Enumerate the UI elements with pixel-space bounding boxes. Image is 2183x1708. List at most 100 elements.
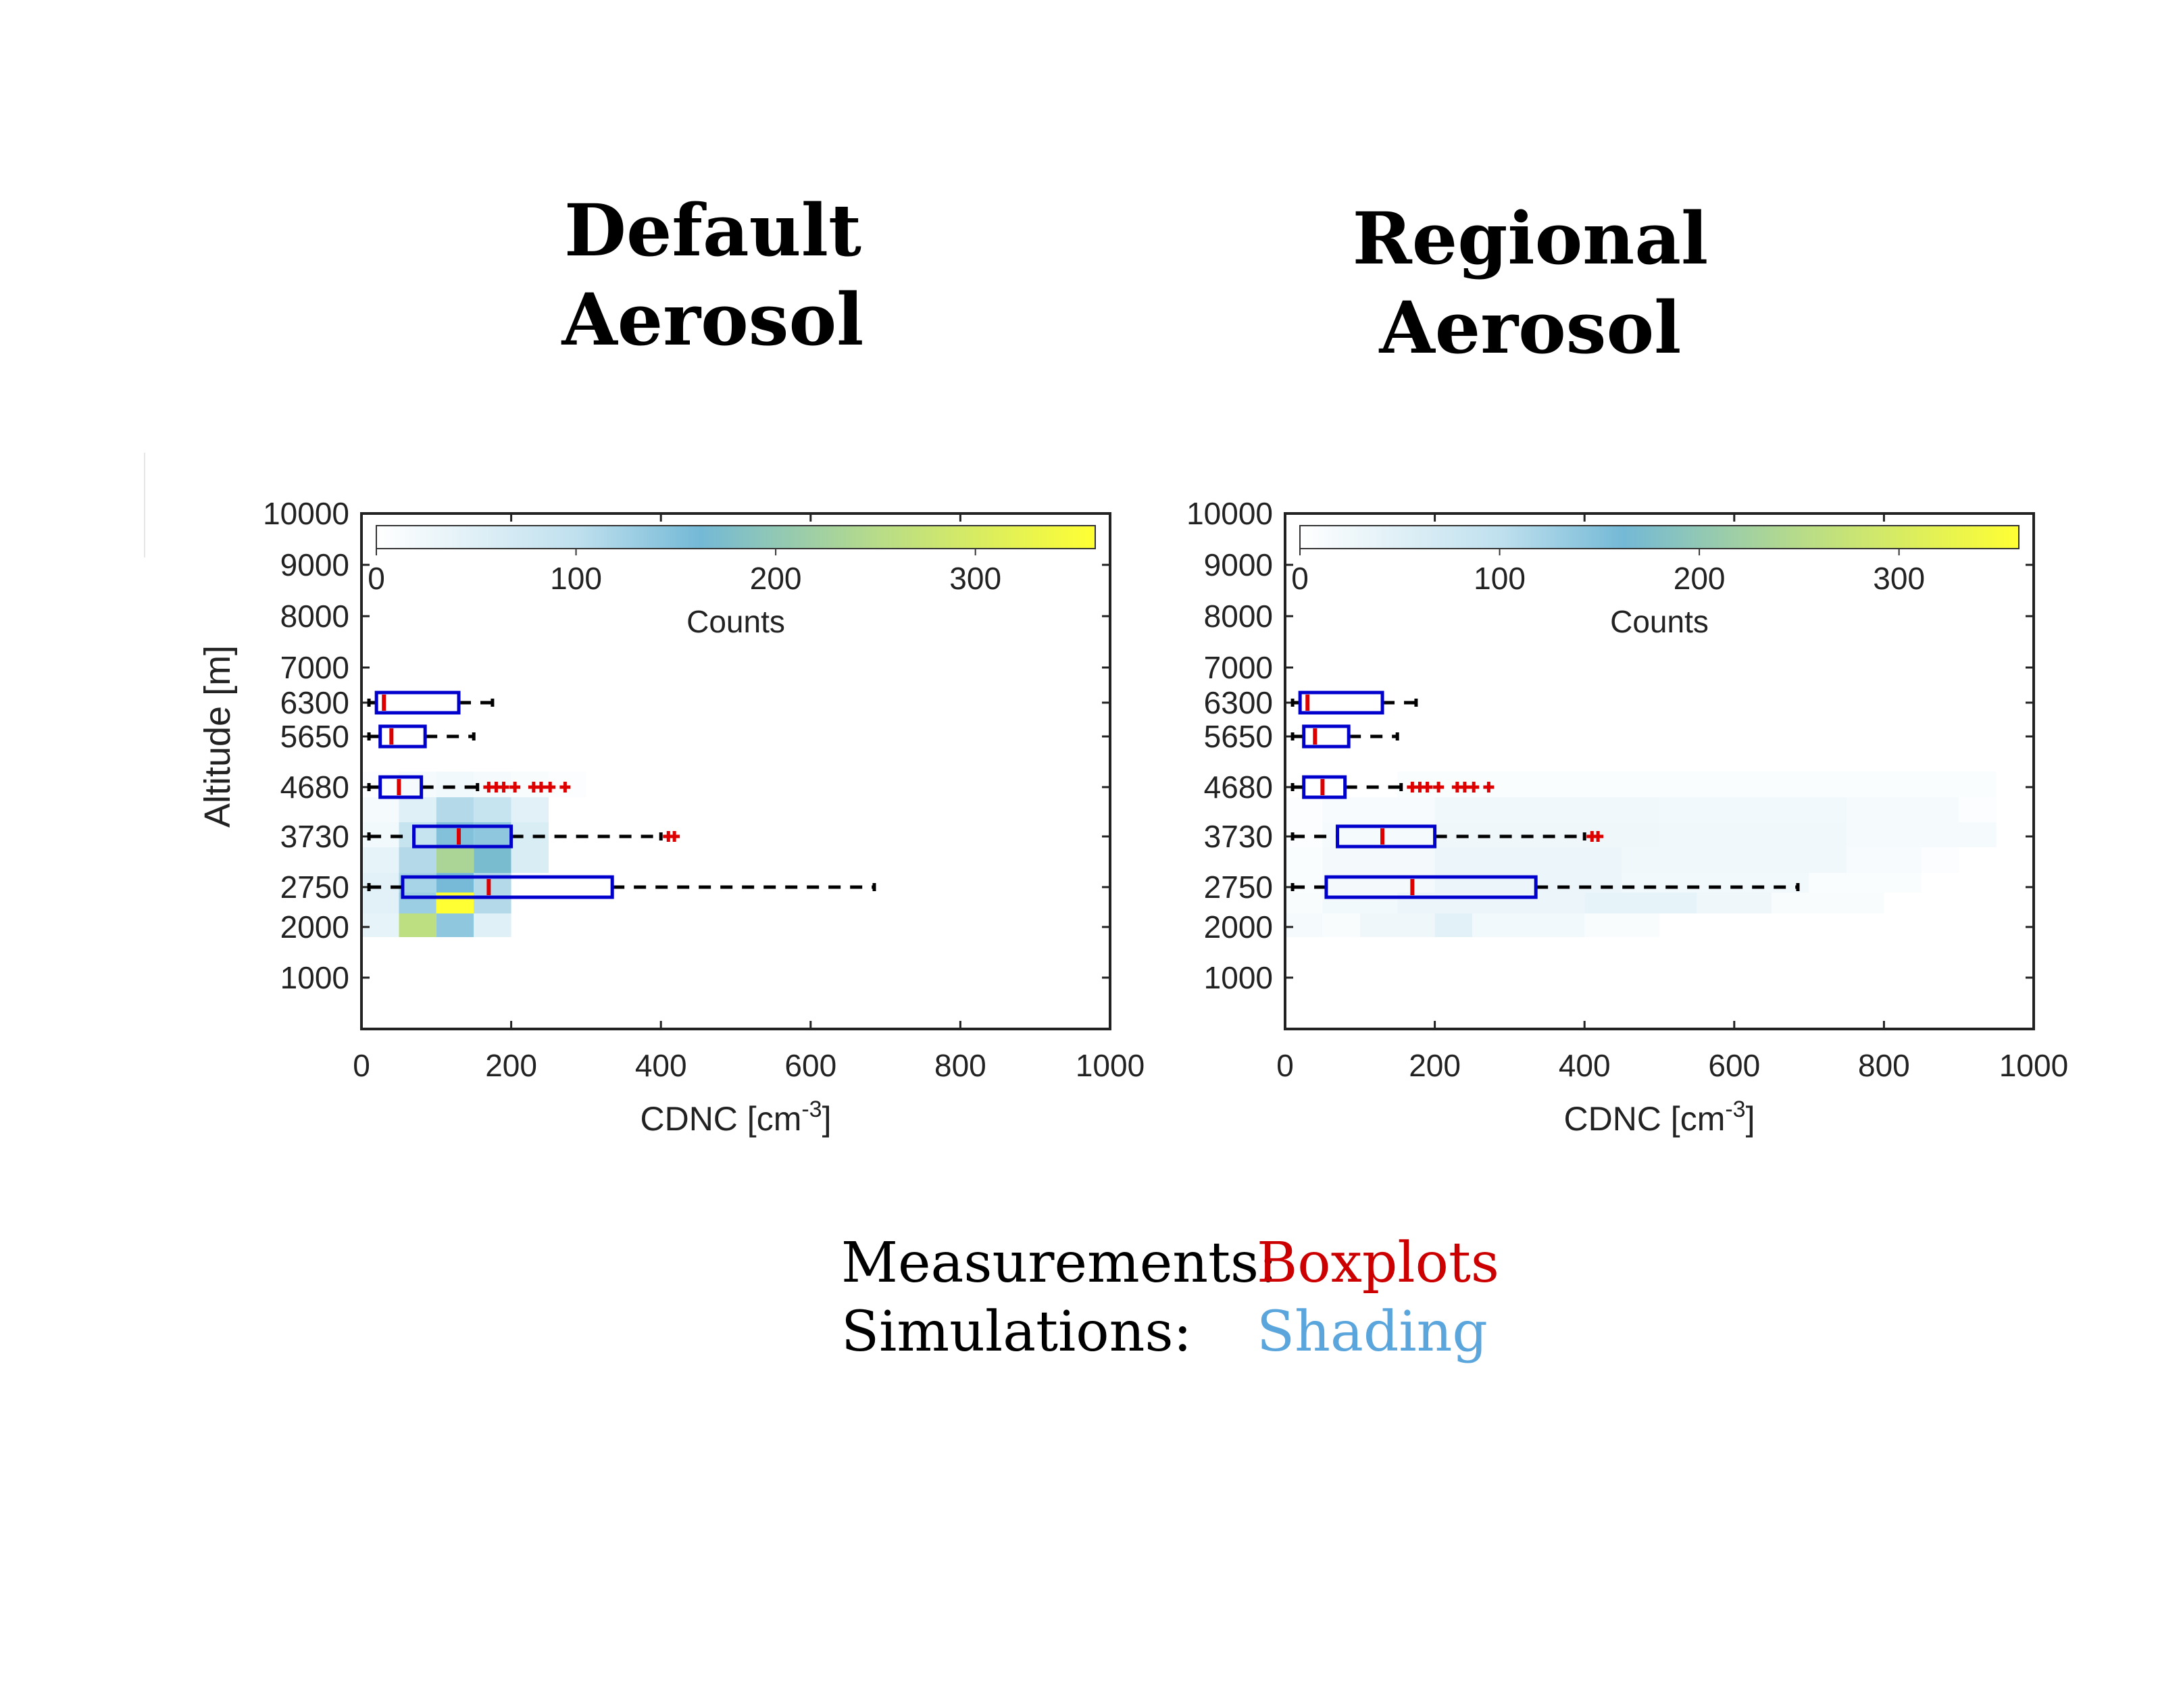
heatmap-cell — [1847, 847, 1922, 873]
chart-panel-regional: 1000090008000700063005650468037302750200… — [1186, 496, 2068, 1138]
y-tick-label: 7000 — [280, 650, 349, 685]
x-axis-label: CDNC [cm-3] — [1563, 1097, 1755, 1138]
x-tick-label: 0 — [1276, 1048, 1294, 1083]
y-tick-label: 4680 — [1204, 770, 1273, 805]
boxplot — [1290, 875, 1800, 899]
box-iqr — [1324, 875, 1538, 899]
heatmap-cell — [436, 797, 474, 822]
heatmap-cell — [436, 913, 474, 937]
boxplot — [367, 824, 680, 849]
x-tick-label: 200 — [485, 1048, 537, 1083]
heatmap-cell — [436, 847, 474, 873]
heatmap-cell — [1434, 847, 1622, 873]
chart-panel-default: 1000090008000700063005650468037302750200… — [197, 496, 1145, 1138]
outlier-marker — [1592, 831, 1604, 842]
boxplot — [367, 690, 495, 715]
heatmap-cell — [1847, 822, 1997, 847]
y-tick-label: 2750 — [280, 870, 349, 905]
heatmap-cell — [1285, 913, 1323, 937]
heatmap-cell — [1659, 772, 1997, 797]
y-tick-label: 1000 — [1204, 960, 1273, 995]
heatmap-cell — [1772, 893, 1884, 913]
box-iqr — [1302, 775, 1347, 799]
heatmap-cell — [1434, 913, 1472, 937]
axes-frame — [360, 512, 1111, 1030]
scan-edge-line — [144, 453, 145, 557]
y-tick-label: 2750 — [1204, 870, 1273, 905]
axes-frame — [1284, 512, 2035, 1030]
heatmap-cell — [511, 772, 549, 797]
heatmap-cell — [361, 797, 399, 822]
heatmap-cell — [1322, 847, 1435, 873]
y-tick-label: 6300 — [280, 685, 349, 720]
panel-title-default-aerosol: Default Aerosol — [476, 186, 949, 364]
outlier-marker — [1483, 782, 1495, 793]
y-tick-label: 10000 — [263, 496, 349, 531]
x-tick-label: 600 — [1708, 1048, 1760, 1083]
heatmap-cell — [1285, 873, 1323, 893]
heatmap-cell — [474, 913, 511, 937]
heatmap-cell — [1584, 913, 1659, 937]
boxplot — [1290, 724, 1399, 749]
outlier-marker — [1433, 782, 1445, 793]
y-tick-label: 3730 — [280, 819, 349, 854]
colorbar-label: Counts — [686, 604, 785, 639]
x-axis-label: CDNC [cm-3] — [640, 1097, 831, 1138]
outlier-marker — [545, 782, 556, 793]
y-tick-label: 2000 — [1204, 909, 1273, 945]
title-line: Default Aerosol — [561, 188, 864, 361]
y-tick-label: 5650 — [280, 719, 349, 754]
heatmap-cell — [399, 847, 436, 873]
x-tick-label: 400 — [635, 1048, 687, 1083]
heatmap-cell — [361, 873, 399, 893]
heatmap-cell — [1397, 772, 1659, 797]
y-tick-label: 4680 — [280, 770, 349, 805]
outlier-marker — [1422, 782, 1433, 793]
heatmap-cell — [474, 772, 511, 797]
heatmap-cell — [1959, 797, 1997, 822]
colorbar-tick-label: 0 — [1291, 561, 1309, 596]
colorbar-tick-label: 100 — [1474, 561, 1526, 596]
heatmap-cell — [1697, 893, 1772, 913]
colorbar — [376, 525, 1096, 549]
y-axis-label: Altitude [m] — [197, 645, 238, 828]
y-tick-label: 1000 — [280, 960, 349, 995]
simulations-value: Shading — [1257, 1300, 1488, 1364]
heatmap-cell — [1921, 847, 1959, 873]
colorbar-tick-label: 100 — [550, 561, 602, 596]
y-tick-label: 5650 — [1204, 719, 1273, 754]
x-tick-label: 600 — [784, 1048, 836, 1083]
y-tick-label: 9000 — [1204, 547, 1273, 582]
y-tick-label: 8000 — [1204, 599, 1273, 634]
boxplot — [367, 775, 571, 799]
heatmap-cell — [399, 797, 436, 822]
heatmap-cell — [1322, 913, 1360, 937]
box-iqr — [1302, 724, 1351, 749]
title-line: Regional Aerosol — [1352, 196, 1709, 370]
box-iqr — [378, 775, 424, 799]
box-iqr — [374, 690, 461, 715]
boxplot — [1290, 775, 1495, 799]
y-tick-label: 7000 — [1204, 650, 1273, 685]
colorbar — [1299, 525, 2019, 549]
heatmap-cell — [361, 847, 399, 873]
colorbar-tick-label: 200 — [750, 561, 802, 596]
simulations-label: Simulations: — [841, 1300, 1193, 1364]
heatmap-cell — [474, 847, 511, 873]
heatmap-cell — [1434, 797, 1659, 822]
measurements-label: Measurements: — [841, 1231, 1278, 1295]
x-tick-label: 1000 — [1076, 1048, 1145, 1083]
heatmap-cell — [511, 797, 549, 822]
outlier-marker — [509, 782, 521, 793]
outlier-marker — [669, 831, 680, 842]
colorbar-tick-label: 300 — [1873, 561, 1925, 596]
y-tick-label: 9000 — [280, 547, 349, 582]
colorbar-tick-label: 300 — [949, 561, 1001, 596]
heatmap-cell — [1809, 873, 1922, 893]
measurements-value: Boxplots — [1257, 1231, 1499, 1295]
panel-title-regional-aerosol: Regional Aerosol — [1294, 194, 1767, 372]
x-tick-label: 800 — [934, 1048, 986, 1083]
x-tick-label: 400 — [1559, 1048, 1611, 1083]
boxplot — [367, 724, 476, 749]
x-tick-label: 800 — [1858, 1048, 1910, 1083]
